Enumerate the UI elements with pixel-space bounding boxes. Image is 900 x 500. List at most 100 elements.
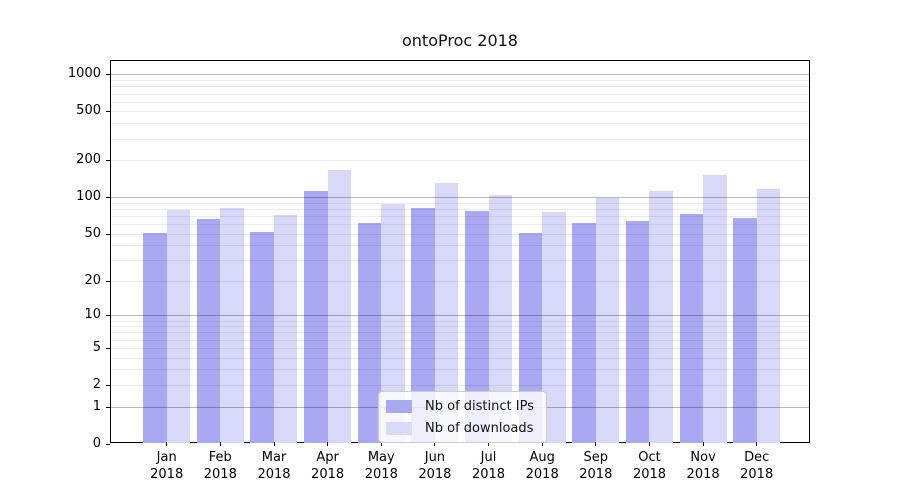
y-axis-tick-label: 1: [92, 398, 101, 414]
x-axis-tick-label: Dec 2018: [740, 450, 774, 482]
y-axis-tick: [106, 315, 110, 317]
y-axis-tick-label: 50: [84, 225, 101, 241]
bar-downloads-aug: [542, 212, 566, 444]
y-axis-tick: [106, 111, 110, 113]
y-axis-tick-label: 100: [76, 189, 101, 204]
chart-title: ontoProc 2018: [402, 31, 518, 50]
y-axis-tick: [106, 160, 110, 162]
bar-distinct-ips-sep: [572, 223, 596, 444]
gridline-minor: [111, 123, 809, 125]
bar-distinct-ips-mar: [250, 232, 274, 444]
gridline-major: [111, 197, 809, 198]
bar-distinct-ips-apr: [304, 190, 328, 444]
bar-distinct-ips-aug: [518, 233, 543, 444]
x-axis-tick-label: Aug 2018: [525, 450, 559, 482]
legend-swatch-distinct-ips: [386, 399, 412, 413]
gridline-minor: [111, 86, 809, 88]
bar-downloads-sep: [595, 198, 620, 444]
x-axis-tick-label: Oct 2018: [632, 450, 667, 482]
x-axis-tick: [327, 442, 329, 446]
y-axis-tick: [106, 280, 110, 282]
x-axis-tick-label: Feb 2018: [203, 450, 237, 482]
bar-downloads-feb: [220, 208, 244, 444]
gridline-minor: [111, 326, 809, 328]
x-axis-tick-label: Jul 2018: [471, 450, 506, 482]
gridline-major: [111, 74, 809, 76]
legend-swatch-downloads: [386, 421, 412, 435]
y-axis-tick: [106, 74, 110, 76]
gridline-minor: [111, 384, 809, 386]
gridline-minor: [111, 357, 809, 359]
bar-downloads-oct: [649, 191, 673, 444]
gridline-minor: [111, 320, 809, 322]
gridline-minor: [111, 280, 809, 282]
bar-distinct-ips-jan: [143, 233, 167, 444]
bar-distinct-ips-feb: [196, 218, 221, 444]
y-axis-tick-label: 2: [92, 376, 101, 392]
gridline-minor: [111, 111, 809, 113]
x-axis-tick: [756, 442, 758, 446]
y-axis-tick: [106, 384, 110, 386]
x-axis-tick-label: Mar 2018: [257, 450, 291, 482]
x-axis-tick: [273, 442, 275, 446]
gridline-minor: [111, 347, 809, 349]
bar-distinct-ips-jul: [465, 210, 489, 444]
legend-label-distinct-ips: Nb of distinct IPs: [425, 398, 534, 414]
bar-downloads-apr: [327, 170, 352, 444]
plot-area: 0 1 2 5 10 20 50 100 200 500 1000 Jan 2018 Feb 2018 M…: [68, 60, 810, 482]
gridline-minor: [111, 339, 809, 341]
gridline-minor: [111, 93, 809, 95]
y-axis-tick-label: 200: [76, 152, 101, 168]
bar-downloads-dec: [756, 189, 781, 444]
y-axis-tick: [106, 197, 110, 198]
y-axis-tick: [106, 406, 110, 408]
gridline-minor: [111, 80, 809, 82]
bar-distinct-ips-may: [357, 223, 382, 444]
gridline-minor: [111, 233, 809, 235]
x-axis-tick-label: Jan 2018: [150, 450, 184, 482]
x-axis-tick: [380, 442, 382, 446]
legend-label-downloads: Nb of downloads: [425, 420, 534, 436]
gridline-minor: [111, 260, 809, 262]
y-axis-tick-label: 5: [92, 339, 101, 355]
x-axis-tick: [219, 442, 221, 446]
x-axis-tick: [166, 442, 168, 446]
gridline-minor: [111, 369, 809, 371]
gridline-minor: [111, 202, 809, 204]
x-axis-tick: [541, 442, 543, 446]
legend-item-distinct-ips: Nb of distinct IPs: [386, 397, 534, 415]
bar-distinct-ips-nov: [679, 214, 704, 444]
bar-downloads-jul: [488, 194, 513, 444]
gridline-minor: [111, 138, 809, 140]
x-axis-tick-label: May 2018: [364, 450, 398, 482]
x-axis-tick: [649, 442, 650, 446]
bar-downloads-mar: [273, 215, 298, 444]
gridline-minor: [111, 160, 809, 162]
y-axis-tick: [106, 347, 110, 349]
legend: Nb of distinct IPs Nb of downloads: [378, 391, 547, 443]
bar-downloads-jan: [166, 210, 191, 444]
x-axis-tick: [702, 442, 704, 446]
gridline-minor: [111, 245, 809, 247]
gridline-minor: [111, 101, 809, 103]
bar-distinct-ips-jun: [411, 208, 435, 444]
x-axis-tick-label: Jun 2018: [418, 450, 452, 482]
bar-downloads-may: [381, 203, 405, 444]
bar-downloads-jun: [434, 183, 459, 444]
legend-item-downloads: Nb of downloads: [386, 419, 534, 437]
gridline-minor: [111, 223, 809, 225]
y-axis-tick-label: 1000: [67, 66, 101, 82]
gridline-minor: [111, 215, 809, 217]
y-axis-tick-label: 20: [84, 272, 101, 288]
x-axis-tick-label: Sep 2018: [579, 450, 613, 482]
bar-distinct-ips-dec: [733, 218, 757, 444]
gridline-minor: [111, 208, 809, 210]
x-axis-tick: [488, 442, 489, 446]
x-axis-tick: [434, 442, 436, 446]
x-axis-tick-label: Apr 2018: [311, 450, 345, 482]
bar-downloads-nov: [703, 175, 727, 444]
x-axis-tick: [595, 442, 597, 446]
y-axis-tick: [106, 443, 110, 445]
y-axis-tick-label: 500: [76, 103, 101, 119]
